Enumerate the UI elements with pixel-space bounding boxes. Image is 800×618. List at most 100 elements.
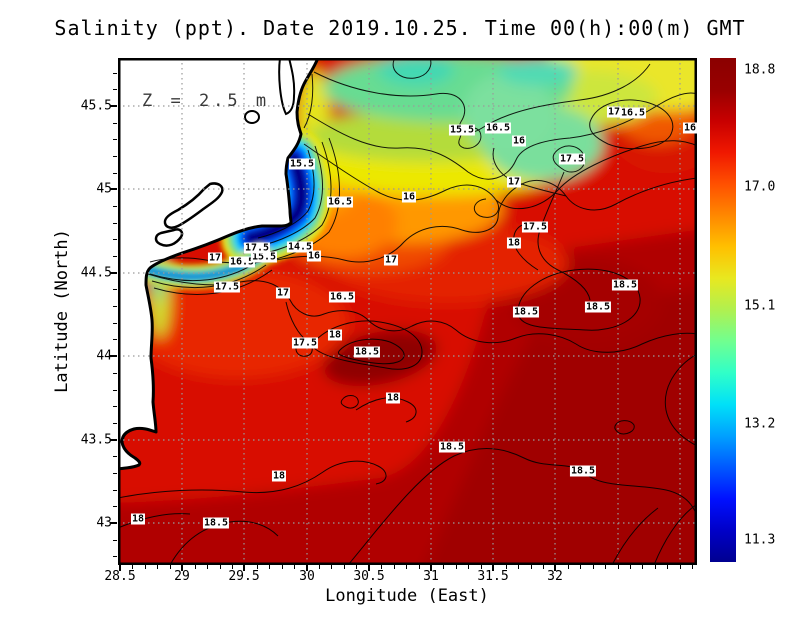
x-minor-tick — [506, 565, 507, 569]
y-minor-tick — [113, 456, 117, 457]
colorbar-tick-label: 18.8 — [744, 62, 776, 78]
contour-lines — [118, 58, 697, 565]
x-minor-tick — [294, 565, 295, 569]
x-minor-tick — [655, 565, 656, 569]
x-minor-tick — [207, 565, 208, 569]
x-axis-label: Longitude (East) — [325, 586, 489, 606]
contour-label: 14.5 — [286, 241, 314, 253]
x-minor-tick — [331, 565, 332, 569]
contour-label: 17.5 — [558, 153, 586, 165]
chart-title: Salinity (ppt). Date 2019.10.25. Time 00… — [54, 16, 746, 40]
y-major-tick — [110, 188, 117, 190]
contour-label: 17.5 — [243, 242, 271, 254]
y-minor-tick — [113, 473, 117, 474]
y-minor-tick — [113, 256, 117, 257]
y-minor-tick — [113, 173, 117, 174]
contour-label: 18.5 — [512, 306, 540, 318]
contour-label: 17.5 — [213, 281, 241, 293]
coastline — [118, 58, 320, 471]
x-tick-label: 30.5 — [353, 569, 385, 584]
y-minor-tick — [113, 89, 117, 90]
y-minor-tick — [113, 306, 117, 307]
x-minor-tick — [642, 565, 643, 569]
contour-label: 15.5 — [288, 158, 316, 170]
x-minor-tick — [443, 565, 444, 569]
y-tick-label: 44.5 — [80, 265, 112, 281]
x-minor-tick — [344, 565, 345, 569]
x-tick-label: 32 — [547, 569, 563, 584]
contour-label: 16 — [306, 250, 322, 262]
contour-label: 16.5 — [228, 256, 256, 268]
y-minor-tick — [113, 556, 117, 557]
contour-label: 17.5 — [291, 337, 319, 349]
colorbar-tick-label: 15.1 — [744, 298, 776, 314]
y-major-tick — [110, 355, 117, 357]
y-tick-label: 43 — [96, 515, 112, 531]
contour-label: 16 — [682, 122, 698, 134]
contour-label: 18.5 — [438, 441, 466, 453]
y-minor-tick — [113, 289, 117, 290]
contour-label: 17.5 — [521, 221, 549, 233]
x-tick-label: 30 — [299, 569, 315, 584]
y-minor-tick — [113, 239, 117, 240]
contour-label: 18 — [327, 329, 343, 341]
x-minor-tick — [692, 565, 693, 569]
y-tick-label: 44 — [96, 348, 112, 364]
y-minor-tick — [113, 123, 117, 124]
y-major-tick — [110, 272, 117, 274]
y-major-tick — [110, 439, 117, 441]
y-minor-tick — [113, 390, 117, 391]
lagoon-outline-upper — [163, 182, 224, 229]
colorbar-tick-label: 13.2 — [744, 416, 776, 432]
x-minor-tick — [232, 565, 233, 569]
x-minor-tick — [269, 565, 270, 569]
x-minor-tick — [381, 565, 382, 569]
x-minor-tick — [394, 565, 395, 569]
contour-label: 16.5 — [328, 291, 356, 303]
contour-label: 17 — [506, 176, 522, 188]
lagoon-outline-lower — [154, 228, 184, 247]
river-plume — [136, 128, 332, 289]
contour-label: 18 — [130, 513, 146, 525]
contour-label: 16.5 — [484, 122, 512, 134]
x-major-tick — [430, 565, 432, 571]
x-minor-tick — [531, 565, 532, 569]
land-mass — [118, 58, 320, 471]
contour-label: 15.5 — [448, 124, 476, 136]
contour-label: 16 — [401, 191, 417, 203]
y-minor-tick — [113, 506, 117, 507]
contour-label: 15.5 — [250, 251, 278, 263]
x-major-tick — [181, 565, 183, 571]
y-minor-tick — [113, 406, 117, 407]
y-major-tick — [110, 105, 117, 107]
x-minor-tick — [593, 565, 594, 569]
x-minor-tick — [518, 565, 519, 569]
x-minor-tick — [220, 565, 221, 569]
contour-label: 16.5 — [619, 107, 647, 119]
x-major-tick — [368, 565, 370, 571]
y-minor-tick — [113, 423, 117, 424]
y-minor-tick — [113, 156, 117, 157]
x-minor-tick — [568, 565, 569, 569]
colorbar-tick-label: 17.0 — [744, 179, 776, 195]
x-minor-tick — [456, 565, 457, 569]
x-minor-tick — [618, 565, 619, 569]
x-minor-tick — [257, 565, 258, 569]
contour-label: 17 — [383, 254, 399, 266]
x-minor-tick — [145, 565, 146, 569]
y-minor-tick — [113, 373, 117, 374]
x-major-tick — [554, 565, 556, 571]
x-minor-tick — [319, 565, 320, 569]
x-minor-tick — [580, 565, 581, 569]
depth-annotation: Z = 2.5 m — [142, 91, 271, 111]
x-minor-tick — [419, 565, 420, 569]
x-tick-label: 29.5 — [228, 569, 260, 584]
y-minor-tick — [113, 206, 117, 207]
contour-label: 18.5 — [202, 517, 230, 529]
x-minor-tick — [543, 565, 544, 569]
contour-label: 18.5 — [611, 279, 639, 291]
y-minor-tick — [113, 540, 117, 541]
y-tick-label: 43.5 — [80, 432, 112, 448]
y-minor-tick — [113, 490, 117, 491]
